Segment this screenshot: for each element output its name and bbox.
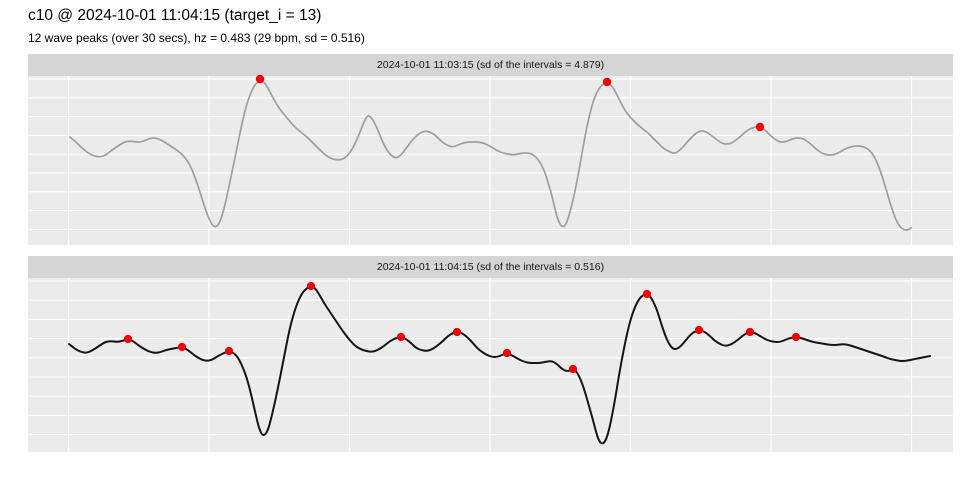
page-subtitle: 12 wave peaks (over 30 secs), hz = 0.483… [28,31,365,45]
panel-1-strip-title: 2024-10-01 11:03:15 (sd of the intervals… [376,59,605,71]
page-title: c10 @ 2024-10-01 11:04:15 (target_i = 13… [28,7,322,24]
panel-2-plot-area [28,278,953,452]
panel-2-strip: 2024-10-01 11:04:15 (sd of the intervals… [28,256,953,278]
panel-1-plot-area [28,76,953,245]
panel-2-strip-title: 2024-10-01 11:04:15 (sd of the intervals… [376,261,605,273]
panel-1-strip: 2024-10-01 11:03:15 (sd of the intervals… [28,54,953,76]
